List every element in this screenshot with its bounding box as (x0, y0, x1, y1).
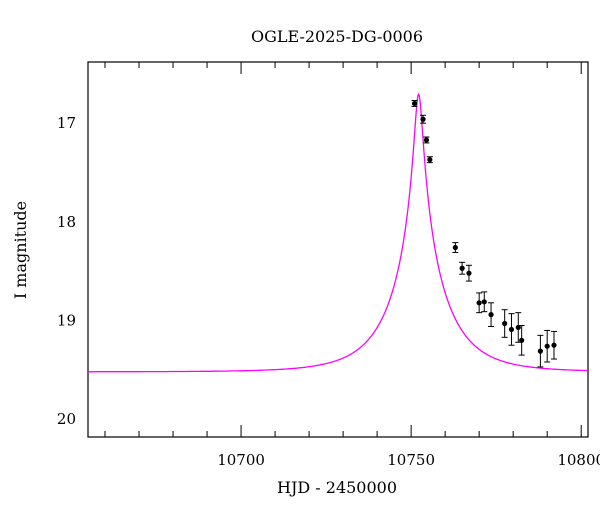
y-axis: 17 18 19 20 (57, 114, 76, 428)
plot-frame (87, 61, 589, 438)
y-tick-label: 17 (57, 114, 76, 132)
data-point (426, 156, 433, 164)
y-tick-label: 18 (57, 213, 76, 231)
point-marker (544, 343, 550, 349)
data-point (476, 292, 483, 314)
x-tick-label: 10700 (217, 451, 265, 469)
x-axis-label: HJD - 2450000 (277, 478, 397, 497)
data-point (423, 136, 430, 144)
point-marker (466, 270, 472, 276)
data-point (465, 264, 472, 282)
point-marker (515, 324, 521, 331)
data-points-layer (411, 99, 557, 368)
x-tick-label: 10800 (557, 451, 600, 469)
point-marker (537, 348, 543, 354)
data-point (515, 312, 522, 343)
data-point (488, 302, 495, 327)
point-marker (551, 342, 557, 348)
data-point (452, 242, 459, 253)
x-tick-label: 10750 (387, 451, 435, 469)
data-point (420, 114, 427, 124)
data-point (501, 309, 508, 338)
point-marker (423, 137, 430, 143)
point-marker (519, 337, 525, 343)
plot-border (87, 61, 589, 438)
data-point (544, 329, 551, 363)
point-marker (411, 100, 418, 107)
point-marker (452, 244, 458, 251)
point-marker (420, 116, 426, 122)
data-point (518, 324, 525, 356)
y-tick-label: 20 (57, 410, 76, 428)
data-point (481, 291, 488, 313)
x-axis: 10700 10750 10800 (104, 62, 600, 469)
data-point (550, 330, 557, 360)
y-tick-label: 19 (57, 312, 76, 330)
data-point (411, 99, 418, 107)
model-curve (88, 93, 588, 373)
data-point (537, 334, 544, 368)
point-marker (502, 320, 508, 327)
point-marker (481, 299, 487, 305)
data-point (508, 313, 515, 346)
point-marker (508, 326, 515, 333)
data-point (459, 261, 466, 275)
point-marker (476, 300, 482, 306)
chart-title: OGLE-2025-DG-0006 (251, 27, 423, 46)
point-marker (459, 265, 465, 271)
point-marker (427, 157, 433, 163)
model-curve-layer (88, 93, 588, 373)
y-axis-label: I magnitude (11, 201, 30, 299)
point-marker (488, 312, 494, 318)
